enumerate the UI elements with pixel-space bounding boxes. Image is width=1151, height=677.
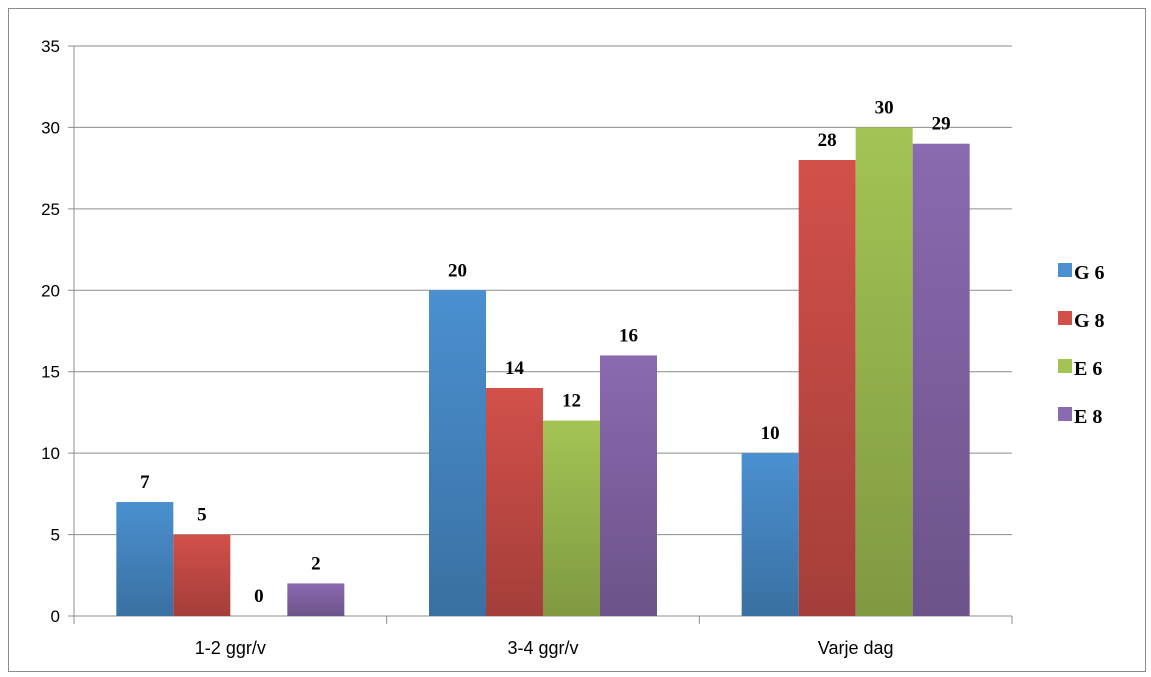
legend-label: E 6 [1074, 358, 1102, 380]
legend-label: E 8 [1074, 406, 1102, 428]
bar [116, 502, 174, 616]
bar [429, 290, 486, 616]
bars [116, 127, 970, 616]
bar [741, 453, 799, 616]
data-label: 12 [562, 391, 581, 412]
x-category-label: Varje dag [818, 638, 894, 658]
data-label: 2 [311, 553, 321, 574]
data-label: 0 [254, 586, 264, 607]
data-label: 20 [448, 260, 467, 281]
y-tick-label: 20 [41, 281, 60, 300]
data-label: 5 [197, 505, 207, 526]
bar [600, 355, 657, 616]
data-label: 14 [505, 358, 525, 379]
data-label: 28 [818, 130, 837, 151]
data-labels: 7 5 0 2 20 14 12 16 10 28 30 29 [140, 97, 951, 607]
data-label: 7 [140, 472, 150, 493]
y-tick-label: 10 [41, 444, 60, 463]
legend-label: G 6 [1074, 262, 1105, 284]
data-label: 30 [875, 97, 894, 118]
data-label: 10 [761, 423, 780, 444]
y-tick-label: 30 [41, 118, 60, 137]
legend: G 6 G 8 E 6 E 8 [1058, 262, 1105, 428]
data-label: 16 [619, 325, 638, 346]
bar [287, 583, 345, 616]
y-tick-label: 25 [41, 200, 60, 219]
x-category-label: 1-2 ggr/v [195, 638, 266, 658]
bar [486, 388, 543, 616]
bar [912, 143, 970, 616]
data-label: 29 [932, 114, 951, 135]
x-category-label: 3-4 ggr/v [507, 638, 578, 658]
bar [855, 127, 913, 616]
legend-swatch [1058, 407, 1072, 421]
y-tick-label: 5 [51, 526, 60, 545]
bar [798, 160, 856, 616]
legend-swatch [1058, 263, 1072, 277]
legend-label: G 8 [1074, 310, 1105, 332]
y-tick-label: 0 [51, 607, 60, 626]
y-tick-label: 35 [41, 37, 60, 56]
y-tick-label: 15 [41, 363, 60, 382]
bar [543, 420, 600, 616]
bar [173, 534, 231, 616]
legend-swatch [1058, 311, 1072, 325]
legend-swatch [1058, 359, 1072, 373]
